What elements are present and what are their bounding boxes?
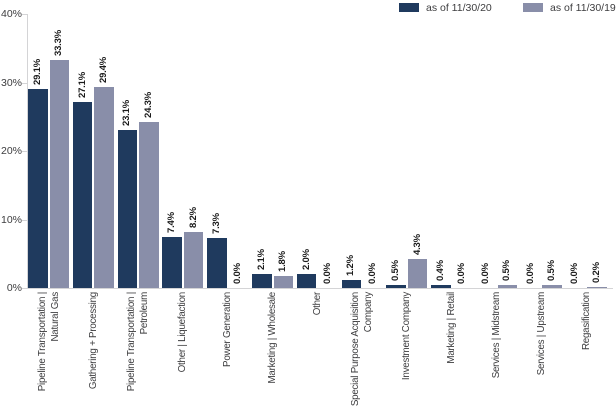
bar-value-label: 7.3% bbox=[210, 213, 222, 234]
legend-label-2020: as of 11/30/20 bbox=[426, 1, 492, 14]
y-axis-tick-label: 0% bbox=[6, 282, 22, 294]
bar-2020 bbox=[252, 273, 272, 288]
category-label: Other | Liquefaction bbox=[176, 292, 189, 416]
bar-value-label: 0.0% bbox=[569, 263, 581, 284]
bar-value-label: 24.3% bbox=[142, 91, 154, 118]
bar-value-label: 29.4% bbox=[98, 56, 110, 83]
bar-2020 bbox=[431, 285, 451, 288]
y-axis-tick bbox=[22, 219, 27, 221]
bar-value-label: 0.0% bbox=[479, 263, 491, 284]
bar-2020 bbox=[296, 274, 317, 288]
bar-value-label: 33.3% bbox=[53, 29, 65, 56]
category-label: Services | Upstream bbox=[535, 292, 548, 416]
bar-value-label: 2.1% bbox=[255, 248, 267, 270]
bar-2020 bbox=[341, 279, 362, 288]
category-label-line: Services | Upstream bbox=[535, 292, 547, 376]
category-label-line: Other | Liquefaction bbox=[177, 292, 189, 373]
bar-value-label: 0.0% bbox=[366, 263, 378, 284]
bar-value-label: 29.1% bbox=[31, 58, 43, 85]
bar-2020 bbox=[386, 284, 406, 288]
category-label: Regasification bbox=[580, 292, 593, 416]
category-label: Marketing | Retail bbox=[445, 292, 458, 416]
bar-2019 bbox=[49, 59, 69, 288]
bar-value-label: 1.2% bbox=[345, 254, 357, 276]
legend-swatch-2019-icon bbox=[523, 3, 543, 12]
category-label-line: Power Generation bbox=[222, 292, 234, 367]
category-label-line: Marketing | Wholesale bbox=[267, 292, 278, 384]
bar-value-label: 0.0% bbox=[456, 263, 468, 284]
y-axis-tick bbox=[22, 82, 27, 84]
category-label-line: Company bbox=[363, 292, 375, 333]
bar-value-label: 7.4% bbox=[166, 212, 178, 234]
y-axis-tick bbox=[22, 288, 27, 289]
category-label-line: Services | Midstream bbox=[491, 292, 502, 379]
bar-value-label: 0.5% bbox=[546, 259, 558, 281]
y-axis-tick-label: 10% bbox=[0, 213, 22, 226]
bar-2019 bbox=[273, 275, 293, 288]
category-label-line: Regasification bbox=[580, 292, 592, 351]
category-label-line: Gathering + Processing bbox=[87, 292, 99, 390]
bar-value-label: 0.5% bbox=[501, 259, 513, 281]
bar-value-label: 0.2% bbox=[590, 261, 602, 283]
bar-2019 bbox=[139, 121, 159, 288]
category-label: Marketing | Wholesale bbox=[266, 292, 279, 416]
bar-2019 bbox=[587, 286, 607, 288]
category-label-line: Natural Gas bbox=[49, 292, 61, 342]
bar-value-label: 23.1% bbox=[121, 99, 133, 126]
y-axis-tick-label: 30% bbox=[0, 76, 22, 89]
bar-value-label: 0.4% bbox=[434, 260, 446, 282]
y-axis-line bbox=[27, 14, 28, 288]
y-axis-tick-label: 40% bbox=[0, 8, 22, 20]
bar-2020 bbox=[162, 237, 182, 288]
legend-item-2020: as of 11/30/20 bbox=[399, 1, 492, 14]
category-label: Gathering + Processing bbox=[87, 292, 100, 416]
x-axis-line bbox=[27, 288, 613, 289]
legend-item-2019: as of 11/30/19 bbox=[523, 1, 616, 14]
bar-value-label: 2.0% bbox=[300, 249, 312, 271]
y-axis-tick bbox=[22, 14, 27, 15]
bar-value-label: 4.3% bbox=[411, 233, 423, 255]
category-label: Other bbox=[311, 292, 324, 416]
category-label: Power Generation bbox=[221, 292, 234, 416]
bar-2019 bbox=[407, 258, 428, 288]
category-label-line: Pipeline Transportation | bbox=[36, 292, 48, 392]
category-label-line: Investment Company bbox=[401, 292, 413, 381]
bar-2020 bbox=[72, 102, 93, 288]
bar-2020 bbox=[117, 129, 138, 288]
bar-value-label: 8.2% bbox=[187, 206, 199, 228]
legend-label-2019: as of 11/30/19 bbox=[550, 1, 616, 14]
bar-2019 bbox=[497, 284, 517, 288]
category-label: Investment Company bbox=[400, 292, 413, 416]
bar-value-label: 0.5% bbox=[390, 259, 402, 281]
bar-value-label: 27.1% bbox=[76, 72, 88, 99]
bar-2020 bbox=[28, 88, 48, 288]
y-axis-tick bbox=[22, 151, 27, 152]
bar-2019 bbox=[183, 231, 204, 288]
category-label-line: Marketing | Retail bbox=[446, 292, 458, 364]
y-axis-tick-label: 20% bbox=[0, 145, 22, 157]
category-label: Pipeline Transportation | Natural Gas bbox=[36, 292, 62, 416]
bar-value-label: 0.0% bbox=[322, 263, 334, 284]
bar-value-label: 0.0% bbox=[524, 263, 536, 284]
bar-2019 bbox=[94, 86, 114, 288]
bar-value-label: 1.8% bbox=[277, 250, 289, 272]
category-label-line: Special Purpose Acquisition bbox=[350, 292, 362, 407]
bar-2019 bbox=[542, 284, 562, 288]
category-label: Pipeline Transportation | Petroleum bbox=[125, 292, 151, 416]
bar-2020 bbox=[207, 237, 227, 288]
category-label-line: Pipeline Transportation | bbox=[126, 292, 138, 392]
category-label: Special Purpose Acquisition Company bbox=[349, 292, 375, 416]
bar-value-label: 0.0% bbox=[232, 263, 244, 284]
category-label-line: Other bbox=[311, 292, 323, 316]
category-label-line: Petroleum bbox=[139, 292, 151, 335]
category-label: Services | Midstream bbox=[490, 292, 503, 416]
legend-swatch-2020-icon bbox=[399, 3, 419, 12]
